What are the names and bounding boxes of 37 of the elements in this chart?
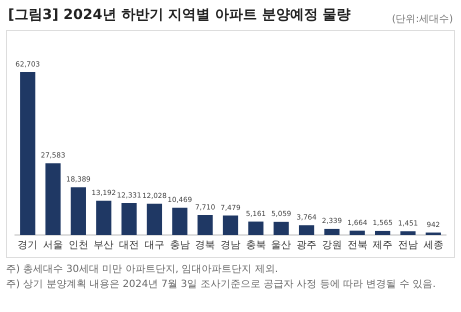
bar: [222, 216, 238, 235]
bar: [198, 214, 213, 235]
bar: [146, 204, 162, 235]
bar: [375, 230, 390, 235]
bar: [70, 187, 86, 235]
x-tick-label: 울산: [271, 240, 292, 251]
bar: [248, 222, 264, 235]
x-tick-label: 대전: [119, 240, 140, 251]
text: (단위:세대수): [392, 13, 453, 26]
bar: [20, 72, 36, 235]
bar: [298, 225, 314, 235]
x-tick-label: 광주: [296, 240, 317, 251]
x-tick-label: 부산: [94, 240, 114, 251]
bar: [121, 202, 137, 235]
text: 주) 상기 분양계획 내용은 2024년 7월 3일 조사기준으로 공급자 사정 등에 따라 변경될 수 있음.: [6, 278, 437, 292]
bar: [45, 163, 61, 235]
x-tick-label: 인천: [68, 240, 88, 251]
x-tick-label: 충남: [170, 240, 190, 251]
text: 주) 총세대수 30세대 미만 아파트단지, 임대아파트단지 제외.: [6, 263, 280, 277]
bar: [350, 230, 365, 235]
x-tick-label: 제주: [372, 240, 393, 251]
x-tick-label: 강원: [322, 240, 342, 251]
bar: [400, 231, 416, 235]
x-tick-label: 전남: [398, 240, 418, 251]
x-tick-label: 전북: [347, 240, 368, 251]
bar: [324, 228, 340, 235]
x-tick-label: 경남: [220, 240, 240, 251]
x-tick-label: 경북: [195, 240, 216, 251]
bar: [274, 222, 289, 235]
x-tick-label: 충북: [246, 240, 266, 251]
x-tick-label: 경기: [18, 240, 38, 251]
x-tick-label: 서울: [43, 240, 64, 251]
chart-title: [그림3] 2024년 하반기 지역별 아파트 분양예정 물량: [8, 6, 351, 24]
x-tick-label: 세종: [423, 240, 444, 251]
bar: [172, 208, 188, 235]
bar: [96, 200, 112, 235]
x-tick-label: 대구: [144, 240, 164, 251]
